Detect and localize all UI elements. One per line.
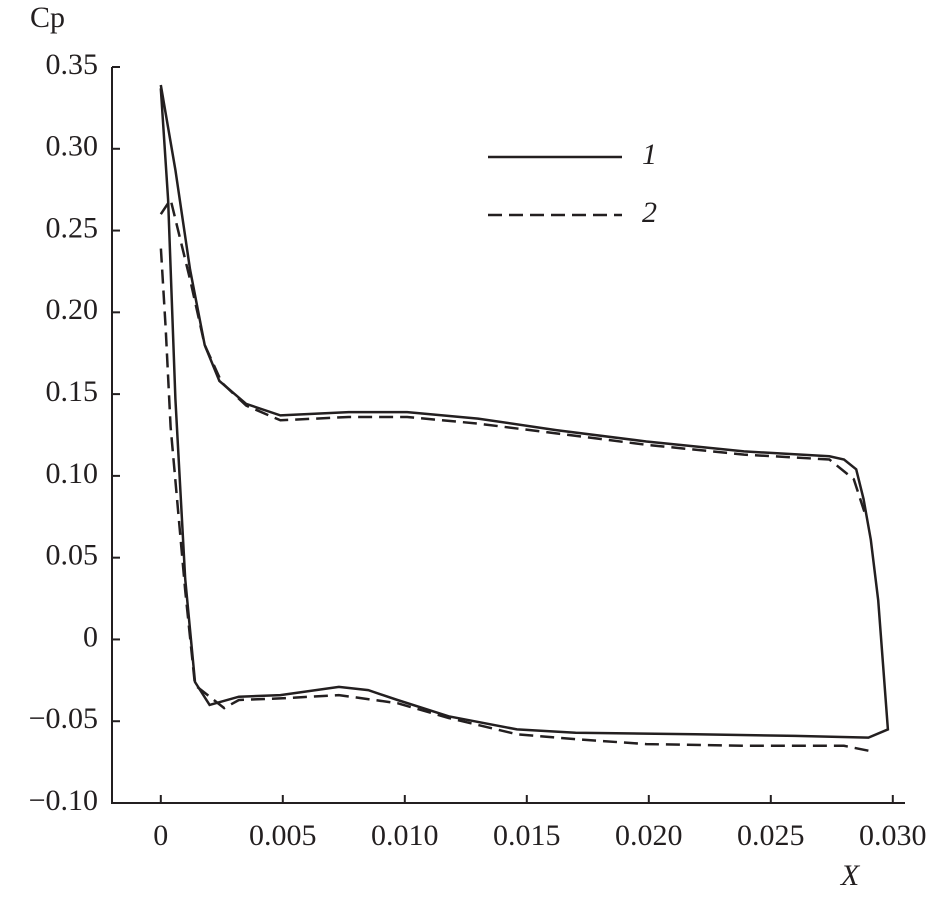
y-tick-label: 0.05 [46, 539, 99, 572]
y-axis-label: Cp [30, 1, 65, 34]
y-tick-label: 0.20 [46, 293, 99, 326]
legend-label: 1 [642, 138, 657, 171]
x-axis-label: X [840, 859, 861, 892]
legend-label: 2 [642, 196, 657, 229]
y-tick-label: −0.10 [29, 784, 98, 817]
y-tick-label: 0 [83, 620, 98, 653]
x-tick-label: 0.030 [859, 819, 927, 852]
y-tick-label: −0.05 [29, 702, 98, 735]
line [159, 84, 890, 739]
x-tick-label: 0.010 [371, 819, 439, 852]
x-tick-label: 0.020 [615, 819, 683, 852]
y-tick-label: 0.15 [46, 375, 99, 408]
x-tick-label: 0.005 [249, 819, 317, 852]
y-tick-label: 0.30 [46, 130, 99, 163]
axes [111, 67, 905, 804]
y-tick-label: 0.35 [46, 48, 99, 81]
x-tick-label: 0 [153, 819, 168, 852]
line [159, 246, 869, 752]
y-tick-label: 0.10 [46, 457, 99, 490]
y-tick-label: 0.25 [46, 211, 99, 244]
x-tick-label: 0.025 [737, 819, 805, 852]
x-tick-label: 0.015 [493, 819, 561, 852]
line [159, 196, 868, 518]
